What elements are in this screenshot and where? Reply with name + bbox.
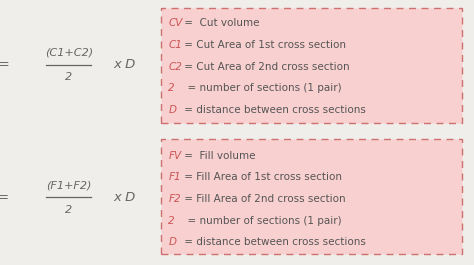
Text: 2: 2 (168, 83, 175, 93)
Text: D: D (168, 237, 176, 248)
Text: FV =: FV = (0, 191, 9, 204)
Text: x D: x D (114, 58, 136, 72)
Text: = number of sections (1 pair): = number of sections (1 pair) (181, 216, 341, 226)
Text: 2: 2 (65, 72, 73, 82)
Text: C1: C1 (168, 40, 182, 50)
Text: F2: F2 (168, 194, 181, 204)
FancyBboxPatch shape (161, 139, 462, 254)
Text: = distance between cross sections: = distance between cross sections (181, 237, 365, 248)
Text: = distance between cross sections: = distance between cross sections (181, 105, 365, 115)
Text: = Cut Area of 1st cross section: = Cut Area of 1st cross section (181, 40, 346, 50)
Text: = Cut Area of 2nd cross section: = Cut Area of 2nd cross section (181, 61, 349, 72)
Text: 2: 2 (65, 205, 73, 215)
Text: F1: F1 (168, 172, 181, 182)
Text: FV: FV (168, 151, 182, 161)
Text: C2: C2 (168, 61, 182, 72)
Text: =  Cut volume: = Cut volume (181, 18, 259, 28)
Text: (F1+F2): (F1+F2) (46, 180, 91, 190)
Text: CV: CV (168, 18, 182, 28)
Text: = Fill Area of 2nd cross section: = Fill Area of 2nd cross section (181, 194, 345, 204)
Text: (C1+C2): (C1+C2) (45, 47, 93, 58)
Text: CV =: CV = (0, 58, 9, 72)
FancyBboxPatch shape (161, 8, 462, 123)
Text: = Fill Area of 1st cross section: = Fill Area of 1st cross section (181, 172, 342, 182)
Text: = number of sections (1 pair): = number of sections (1 pair) (181, 83, 341, 93)
Text: x D: x D (114, 191, 136, 204)
Text: =  Fill volume: = Fill volume (181, 151, 255, 161)
Text: 2: 2 (168, 216, 175, 226)
Text: D: D (168, 105, 176, 115)
